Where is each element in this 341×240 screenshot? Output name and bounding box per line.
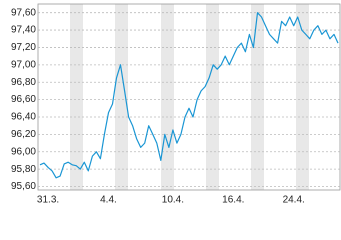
band (206, 4, 219, 190)
band (70, 4, 83, 190)
y-tick-label: 95,60 (11, 181, 36, 192)
chart: 95,60 95,80 96,00 96,20 96,40 96,60 96,80 97,00… (11, 3, 341, 206)
y-tick-label: 97,00 (11, 59, 36, 70)
plot-frame (37, 3, 341, 191)
y-tick-label: 96,20 (11, 129, 36, 140)
y-tick-label: 96,40 (11, 112, 36, 123)
weekend-bands (70, 4, 309, 190)
y-tick-label: 97,40 (11, 25, 36, 36)
y-tick-label: 97,60 (11, 7, 36, 18)
y-tick-label: 96,80 (11, 77, 36, 88)
y-tick-label: 96,60 (11, 94, 36, 105)
y-tick-label: 97,20 (11, 42, 36, 53)
y-tick-label: 95,80 (11, 164, 36, 175)
price-line (39, 12, 339, 179)
y-tick-label: 96,00 (11, 146, 36, 157)
page: 95,60 95,80 96,00 96,20 96,40 96,60 96,80 97,00… (10, 3, 341, 206)
x-tick-label: 10.4. (162, 195, 184, 206)
band (251, 4, 264, 190)
x-tick-label: 31.3. (37, 195, 59, 206)
band (296, 4, 309, 190)
x-tick-label: 16.4. (222, 195, 244, 206)
x-tick-label: 4.4. (100, 195, 117, 206)
band (115, 4, 128, 190)
x-tick-label: 24.4. (283, 195, 305, 206)
band (161, 4, 174, 190)
